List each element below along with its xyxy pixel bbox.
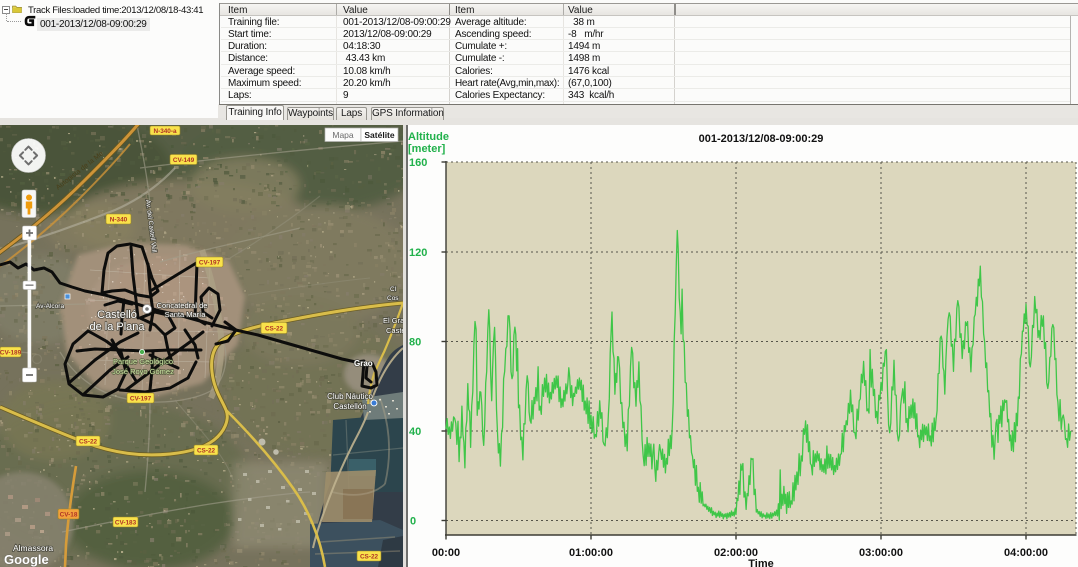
svg-text:[meter]: [meter] — [408, 143, 446, 155]
svg-text:CS-22: CS-22 — [197, 447, 216, 454]
svg-text:04:00:00: 04:00:00 — [1004, 547, 1048, 559]
svg-text:Cl: Cl — [390, 286, 397, 293]
svg-text:de la Plana: de la Plana — [89, 321, 145, 333]
svg-text:120: 120 — [409, 247, 427, 259]
svg-text:Parque Geológico: Parque Geológico — [113, 357, 173, 366]
svg-text:CS-22: CS-22 — [79, 438, 98, 445]
svg-text:CV-197: CV-197 — [130, 395, 152, 402]
svg-text:Grao: Grao — [354, 359, 373, 368]
svg-text:CS-22: CS-22 — [265, 325, 284, 332]
svg-text:Concatedral de: Concatedral de — [157, 301, 208, 310]
svg-text:N-340-a: N-340-a — [153, 128, 177, 135]
svg-text:Castel: Castel — [386, 326, 403, 335]
svg-text:Cos: Cos — [387, 295, 399, 302]
svg-text:160: 160 — [409, 157, 427, 169]
svg-text:80: 80 — [409, 337, 421, 349]
svg-text:00:00: 00:00 — [432, 547, 460, 559]
svg-text:CV-183: CV-183 — [115, 519, 137, 526]
svg-text:Club Náutico: Club Náutico — [327, 392, 373, 401]
svg-text:El Gra: El Gra — [383, 316, 403, 325]
svg-text:Google: Google — [4, 552, 49, 567]
svg-text:001-2013/12/08-09:00:29: 001-2013/12/08-09:00:29 — [699, 133, 824, 145]
svg-text:Altitude: Altitude — [408, 131, 449, 143]
svg-text:José Royo Gómez: José Royo Gómez — [112, 367, 174, 376]
svg-text:03:00:00: 03:00:00 — [859, 547, 903, 559]
svg-text:CV-18: CV-18 — [60, 511, 78, 518]
svg-text:02:00:00: 02:00:00 — [714, 547, 758, 559]
svg-text:Mapa: Mapa — [332, 130, 354, 140]
svg-text:Av-Alcora: Av-Alcora — [36, 303, 64, 310]
svg-text:CV-149: CV-149 — [173, 157, 195, 164]
svg-text:40: 40 — [409, 426, 421, 438]
svg-text:Santa María: Santa María — [165, 310, 207, 319]
svg-text:Almassora: Almassora — [13, 543, 53, 553]
svg-text:Time: Time — [748, 558, 773, 567]
svg-text:0: 0 — [410, 516, 416, 528]
svg-text:CS-22: CS-22 — [360, 553, 379, 560]
svg-text:CV-197: CV-197 — [199, 259, 221, 266]
svg-text:CV-189: CV-189 — [0, 349, 22, 356]
svg-text:Castellón: Castellón — [333, 402, 366, 411]
svg-text:Castelló: Castelló — [97, 309, 137, 321]
svg-text:N-340: N-340 — [110, 216, 128, 223]
svg-text:Satélite: Satélite — [364, 130, 395, 140]
svg-text:01:00:00: 01:00:00 — [569, 547, 613, 559]
